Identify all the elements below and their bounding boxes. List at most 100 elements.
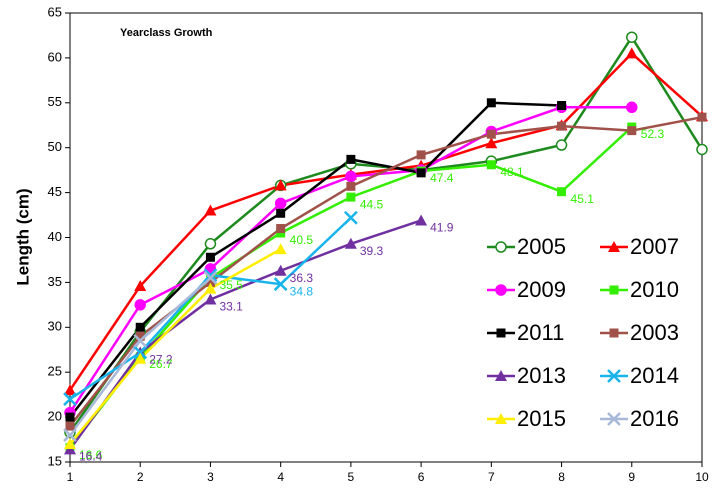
- data-point: [204, 238, 217, 250]
- data-point: [205, 252, 215, 262]
- legend-marker: [607, 369, 621, 383]
- legend-label: 2013: [517, 363, 566, 388]
- data-label: 39.3: [360, 244, 384, 258]
- plot-frame: [69, 12, 703, 463]
- data-point: [65, 421, 75, 431]
- data-label: 35.5: [219, 278, 243, 292]
- data-point: [276, 224, 286, 234]
- legend-label: 2007: [630, 234, 679, 259]
- legend-label: 2010: [630, 277, 679, 302]
- data-label: 41.9: [430, 221, 454, 235]
- y-tick-label: 65: [48, 4, 62, 19]
- data-point: [274, 264, 287, 276]
- data-point: [133, 345, 148, 360]
- x-tick-label: 4: [277, 470, 284, 484]
- legend-marker: [495, 370, 507, 381]
- data-point: [274, 179, 287, 191]
- data-point: [135, 322, 145, 332]
- data-label: 45.1: [571, 192, 595, 206]
- data-point: [346, 154, 356, 164]
- y-tick-label: 50: [48, 139, 62, 154]
- y-tick-label: 15: [48, 453, 62, 468]
- data-point: [486, 129, 496, 139]
- data-point: [65, 412, 75, 422]
- data-label: 47.4: [430, 171, 454, 185]
- data-label: 52.3: [641, 127, 665, 141]
- data-point: [63, 428, 77, 442]
- series-line: [69, 115, 703, 427]
- data-point: [557, 187, 567, 197]
- data-point: [274, 243, 287, 255]
- y-tick-label: 30: [48, 319, 62, 334]
- x-tick-label: 2: [137, 470, 144, 484]
- legend-marker: [495, 284, 507, 296]
- data-point: [274, 197, 287, 210]
- legend-label: 2011: [517, 320, 564, 345]
- x-tick-label: 6: [418, 470, 425, 484]
- series-line: [69, 101, 562, 418]
- x-tick-label: 8: [558, 470, 565, 484]
- data-point: [135, 331, 145, 341]
- y-axis-label: Length (cm): [13, 188, 32, 285]
- data-point: [346, 181, 356, 191]
- data-point: [204, 293, 217, 305]
- y-tick-label: 55: [48, 94, 62, 109]
- data-label: 48.1: [500, 165, 524, 179]
- data-point: [63, 392, 77, 407]
- x-tick-label: 3: [207, 470, 214, 484]
- data-point: [203, 271, 218, 285]
- data-label: 16.6: [79, 448, 103, 462]
- data-point: [627, 126, 637, 136]
- y-tick-label: 60: [48, 49, 62, 64]
- data-point: [486, 98, 496, 108]
- legend-marker: [607, 412, 621, 426]
- data-point: [697, 112, 707, 122]
- data-point: [557, 100, 567, 110]
- data-label: 36.3: [290, 271, 314, 285]
- legend-label: 2005: [517, 234, 566, 259]
- y-tick-label: 20: [48, 409, 62, 424]
- legend-marker: [495, 241, 507, 253]
- series-line: [69, 248, 282, 445]
- data-point: [416, 168, 426, 178]
- series-line: [68, 51, 703, 391]
- data-point: [557, 121, 567, 131]
- data-point: [625, 47, 638, 59]
- legend-marker: [608, 241, 620, 252]
- y-tick-label: 45: [48, 184, 62, 199]
- x-tick-label: 9: [628, 470, 635, 484]
- series-line: [68, 34, 704, 434]
- legend-marker: [496, 328, 506, 338]
- legend-label: 2009: [517, 277, 566, 302]
- data-label: 16.4: [79, 450, 103, 464]
- data-point: [64, 438, 76, 450]
- y-tick-label: 35: [48, 274, 62, 289]
- data-label: 44.5: [360, 197, 384, 211]
- x-tick-label: 1: [67, 470, 74, 484]
- legend-marker: [609, 328, 619, 338]
- x-tick-label: 7: [488, 470, 495, 484]
- data-point: [416, 150, 426, 160]
- data-point: [204, 204, 217, 216]
- legend-label: 2003: [630, 320, 679, 345]
- series-line: [68, 219, 422, 451]
- y-tick-label: 40: [48, 229, 62, 244]
- legend-label: 2014: [630, 363, 679, 388]
- data-point: [344, 237, 357, 249]
- chart-title: Yearclass Growth: [120, 27, 213, 39]
- data-point: [696, 143, 708, 156]
- x-tick-label: 10: [695, 470, 709, 484]
- data-point: [204, 282, 217, 294]
- x-tick-label: 5: [348, 470, 355, 484]
- data-point: [134, 299, 146, 311]
- data-point: [346, 192, 356, 202]
- data-point: [64, 384, 76, 396]
- data-point: [205, 277, 215, 287]
- data-label: 27.2: [149, 353, 173, 367]
- data-point: [626, 31, 638, 43]
- data-point: [134, 279, 147, 291]
- y-tick-label: 25: [48, 364, 62, 379]
- data-label: 26.7: [149, 357, 173, 371]
- legend-label: 2015: [517, 406, 566, 431]
